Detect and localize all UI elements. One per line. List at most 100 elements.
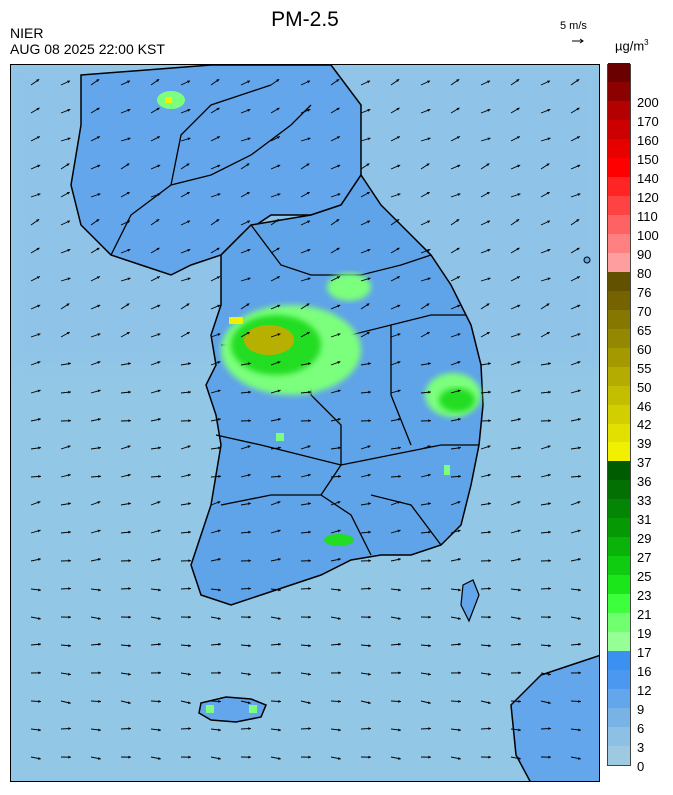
wind-vector [30, 78, 40, 86]
wind-vector [150, 501, 161, 506]
wind-vector [150, 304, 161, 310]
wind-vector [210, 107, 220, 114]
legend-swatch [608, 366, 630, 386]
wind-vector [120, 473, 131, 478]
wind-vector [420, 644, 432, 648]
unit-label: µg/m3 [615, 38, 649, 54]
legend-swatch [608, 385, 630, 405]
wind-vector [390, 642, 402, 646]
wind-vector [270, 304, 281, 310]
wind-vector [180, 530, 191, 534]
wind-vector [180, 419, 192, 423]
wind-vector [60, 390, 71, 394]
wind-vector [360, 559, 372, 563]
legend-swatch [608, 271, 630, 291]
wind-vector [180, 80, 191, 86]
wind-vector [240, 80, 251, 86]
wind-vector [60, 502, 71, 506]
wind-vector [30, 389, 41, 394]
legend-value-label: 27 [637, 550, 652, 566]
wind-vector [270, 671, 282, 675]
wind-vector [450, 446, 461, 450]
wind-vector [120, 137, 131, 142]
wind-vector [570, 107, 580, 114]
legend-value-label: 100 [637, 227, 659, 243]
wind-vector [420, 248, 431, 254]
wind-reference-label: 5 m/s [560, 20, 587, 32]
wind-vector [420, 559, 432, 563]
wind-vector [270, 529, 281, 534]
legend-value-label: 31 [637, 512, 652, 528]
wind-vector [390, 756, 401, 760]
legend-swatch [608, 63, 630, 82]
legend-swatch [608, 689, 630, 709]
wind-vector [240, 220, 251, 226]
wind-vector [30, 193, 41, 198]
wind-vector [210, 164, 221, 170]
wind-vector [330, 389, 341, 394]
map-canvas [11, 65, 599, 781]
wind-vector [540, 331, 550, 338]
legend-value-label: 50 [637, 379, 652, 395]
wind-vector [90, 193, 101, 198]
wind-vector [150, 107, 160, 114]
wind-vector [360, 362, 371, 366]
wind-vector [270, 361, 281, 366]
wind-vector [570, 588, 581, 592]
wind-vector [330, 529, 341, 534]
wind-vector [300, 191, 310, 198]
wind-vector [180, 672, 191, 676]
pm25-map [10, 64, 600, 782]
wind-vector [90, 333, 101, 338]
wind-vector [360, 530, 371, 534]
wind-vector [480, 672, 491, 676]
wind-vector [330, 756, 341, 760]
wind-vector [240, 587, 252, 591]
wind-vector [510, 107, 520, 114]
wind-vector [570, 333, 581, 338]
wind-vector [90, 361, 101, 366]
wind-vector [510, 642, 522, 646]
wind-vector [330, 642, 342, 646]
wind-vector [300, 755, 312, 759]
legend-swatch [608, 119, 630, 139]
wind-vector [210, 446, 221, 450]
wind-vector [90, 501, 101, 506]
wind-vector [60, 700, 71, 705]
wind-vector [270, 136, 281, 142]
wind-vector [540, 191, 550, 198]
wind-vector [180, 727, 192, 731]
wind-vector [510, 475, 522, 478]
legend-swatch [608, 746, 630, 765]
wind-vector [540, 80, 551, 86]
wind-vector [570, 756, 581, 760]
wind-vector [30, 756, 41, 760]
wind-vector [390, 616, 401, 620]
wind-vector [360, 445, 371, 450]
wind-vector [240, 755, 252, 759]
wind-vector [150, 616, 161, 620]
wind-vector [480, 163, 490, 170]
wind-vector [60, 248, 71, 254]
wind-vector [420, 672, 431, 676]
wind-vector [300, 700, 311, 705]
wind-vector [60, 672, 71, 676]
wind-vector [480, 248, 491, 254]
legend-value-label: 6 [637, 721, 645, 737]
wind-vector [480, 362, 491, 366]
wind-vector [180, 191, 190, 198]
wind-vector [60, 419, 72, 423]
wind-vector [360, 277, 371, 282]
wind-vector [450, 501, 461, 506]
legend-value-label: 3 [637, 740, 645, 756]
wind-vector [540, 615, 552, 619]
wind-vector [450, 304, 461, 310]
wind-vector [240, 419, 252, 423]
legend-swatch [608, 252, 630, 272]
wind-vector [240, 277, 251, 282]
wind-vector [330, 558, 341, 562]
wind-vector [90, 728, 101, 732]
wind-vector [90, 107, 100, 114]
wind-vector [390, 304, 401, 310]
wind-vector [180, 559, 192, 563]
